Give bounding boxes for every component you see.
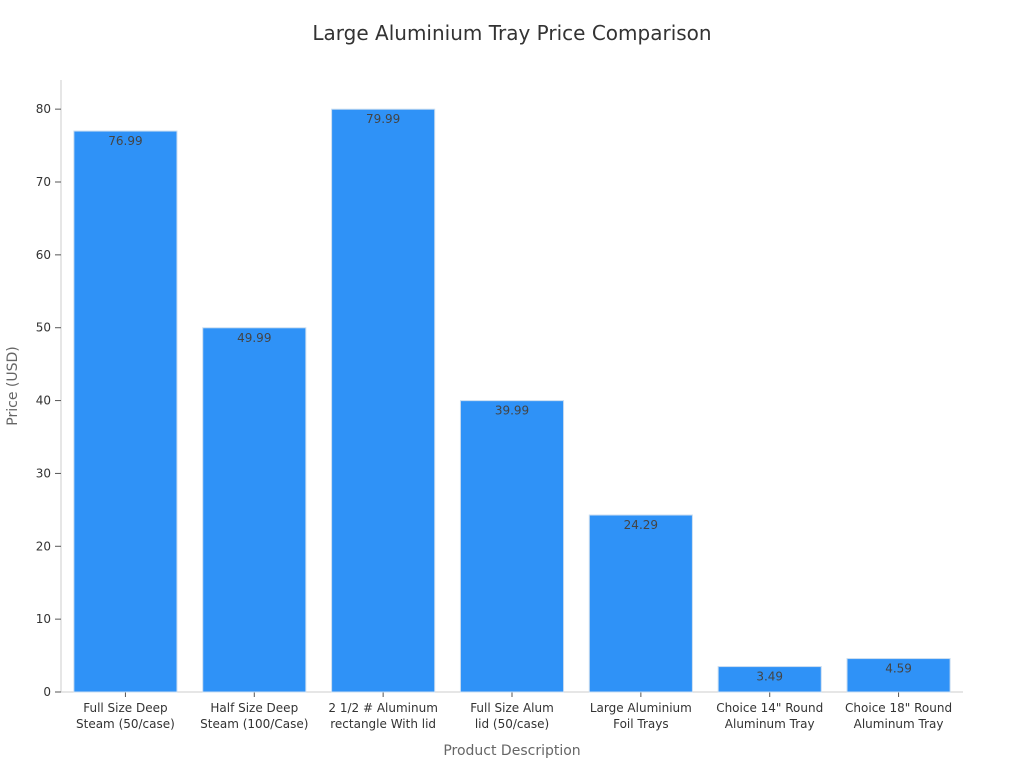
bar-value-label: 79.99 <box>366 112 400 126</box>
bar-value-label: 24.29 <box>624 518 658 532</box>
y-tick-label: 80 <box>36 102 51 116</box>
x-tick-label: rectangle With lid <box>330 717 436 731</box>
bar-value-label: 76.99 <box>108 134 142 148</box>
x-tick-label: Large Aluminium <box>590 701 692 715</box>
bar <box>459 400 565 693</box>
x-tick-label: 2 1/2 # Aluminum <box>328 701 438 715</box>
y-tick-label: 0 <box>43 685 51 699</box>
chart-title: Large Aluminium Tray Price Comparison <box>312 21 711 45</box>
bar-value-label: 4.59 <box>885 662 912 676</box>
bar <box>73 130 178 693</box>
x-tick-label: Steam (50/case) <box>76 717 175 731</box>
x-tick-label: Foil Trays <box>613 717 669 731</box>
bar-value-label: 3.49 <box>756 670 783 684</box>
bar-value-label: 39.99 <box>495 404 529 418</box>
y-tick-label: 20 <box>36 539 51 553</box>
y-tick-label: 60 <box>36 248 51 262</box>
x-tick-label: Aluminum Tray <box>725 717 815 731</box>
bar <box>202 327 307 693</box>
bar <box>588 514 693 693</box>
y-tick-label: 10 <box>36 612 51 626</box>
y-axis-label: Price (USD) <box>5 346 21 425</box>
axes: 0 10 20 30 40 50 60 70 80 Full Size Deep Steam (50… <box>36 80 963 731</box>
bar <box>717 666 822 693</box>
y-tick-label: 50 <box>36 321 51 335</box>
x-tick-label: Full Size Deep <box>83 701 167 715</box>
x-tick-label: Steam (100/Case) <box>200 717 308 731</box>
data-labels: 76.99 49.99 79.99 39.99 24.29 3.49 4.59 <box>108 112 912 683</box>
x-tick-label: lid (50/case) <box>475 717 549 731</box>
x-tick-label: Aluminum Tray <box>854 717 944 731</box>
x-tick-label: Full Size Alum <box>470 701 554 715</box>
y-tick-label: 30 <box>36 466 51 480</box>
x-axis-label: Product Description <box>443 743 580 759</box>
x-tick-label: Half Size Deep <box>210 701 298 715</box>
y-tick-label: 70 <box>36 175 51 189</box>
y-tick-label: 40 <box>36 394 51 408</box>
x-tick-label: Choice 18" Round <box>845 701 952 715</box>
bar-value-label: 49.99 <box>237 331 271 345</box>
x-tick-label: Choice 14" Round <box>716 701 823 715</box>
bar <box>846 658 951 693</box>
bar <box>331 108 436 693</box>
bars <box>73 108 951 693</box>
